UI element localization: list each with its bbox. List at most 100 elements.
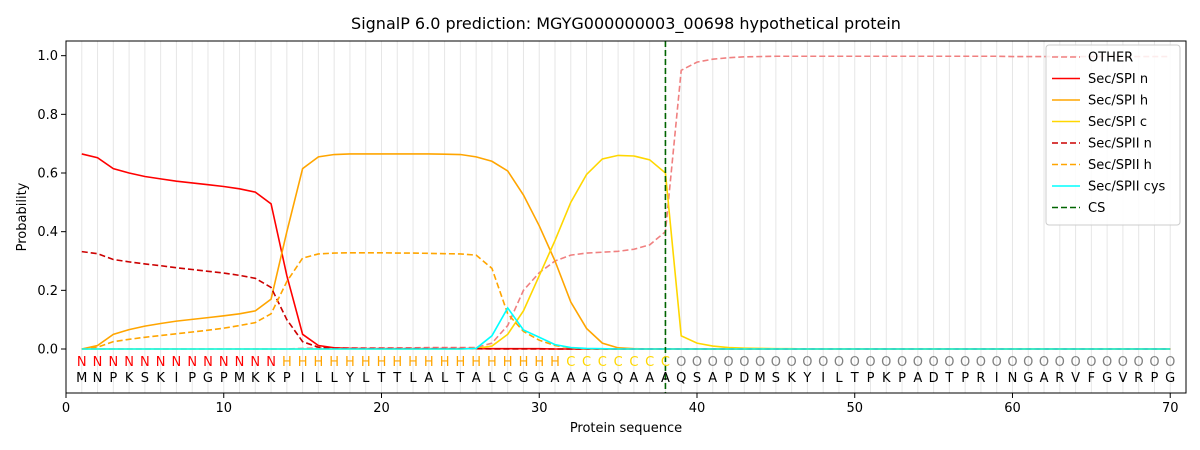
residue-letter: S: [693, 371, 701, 386]
region-label: O: [787, 355, 797, 370]
region-label: O: [708, 355, 718, 370]
region-label: O: [1023, 355, 1033, 370]
series-line-sec-spii-n: [81, 250, 1171, 350]
residue-letter: L: [362, 371, 370, 386]
region-label: O: [944, 355, 954, 370]
residue-letter: A: [629, 371, 638, 386]
region-label: O: [1165, 355, 1175, 370]
residue-letter: A: [551, 371, 560, 386]
residue-letter: Y: [345, 371, 354, 386]
region-label: H: [377, 355, 387, 370]
region-label: N: [140, 355, 150, 370]
residue-letter: P: [867, 371, 875, 386]
residue-letter: G: [1023, 371, 1033, 386]
residue-letter: P: [1151, 371, 1159, 386]
region-label: H: [329, 355, 339, 370]
region-label: H: [534, 355, 544, 370]
region-label: O: [960, 355, 970, 370]
legend-entry: Sec/SPII n: [1088, 137, 1152, 152]
x-tick-label: 50: [846, 401, 863, 416]
region-label: C: [582, 355, 591, 370]
region-label: O: [834, 355, 844, 370]
residue-letter: A: [582, 371, 591, 386]
region-label: O: [850, 355, 860, 370]
residue-letter: A: [661, 371, 670, 386]
region-label: H: [487, 355, 497, 370]
y-tick-label: 0.0: [37, 343, 58, 358]
grid-lines: [81, 41, 1171, 393]
residue-letter: P: [220, 371, 228, 386]
region-label: O: [692, 355, 702, 370]
residue-letter: I: [821, 371, 825, 386]
region-label: O: [1070, 355, 1080, 370]
residue-letter: L: [315, 371, 323, 386]
region-label: N: [187, 355, 197, 370]
series-line-sec-spii-h: [81, 251, 1171, 350]
region-label: O: [913, 355, 923, 370]
region-label: H: [455, 355, 465, 370]
residue-letter: Q: [613, 371, 623, 386]
residue-letter: T: [377, 371, 386, 386]
residue-letter: F: [1088, 371, 1095, 386]
region-label: H: [550, 355, 560, 370]
y-axis-ticks: 0.0 0.2 0.4 0.6 0.8 1.0: [37, 49, 66, 358]
residue-letter: G: [1102, 371, 1112, 386]
residue-letter: R: [1055, 371, 1064, 386]
residue-letter: K: [251, 371, 260, 386]
residue-letter: R: [1134, 371, 1143, 386]
x-axis-ticks: 0 10 20 30 40 50 60 70: [62, 393, 1178, 416]
region-label: C: [645, 355, 654, 370]
region-label: O: [1149, 355, 1159, 370]
y-tick-label: 1.0: [37, 49, 58, 64]
residue-letter: P: [109, 371, 117, 386]
region-label: H: [345, 355, 355, 370]
region-label: N: [250, 355, 260, 370]
region-label: O: [739, 355, 749, 370]
residue-letter: A: [645, 371, 654, 386]
residue-letter: A: [913, 371, 922, 386]
x-tick-label: 40: [689, 401, 706, 416]
residue-letter: M: [234, 371, 245, 386]
region-label: N: [108, 355, 118, 370]
region-label: H: [282, 355, 292, 370]
region-label: O: [976, 355, 986, 370]
residue-letter: K: [156, 371, 165, 386]
region-label: O: [897, 355, 907, 370]
region-label: O: [755, 355, 765, 370]
residue-letter: A: [566, 371, 575, 386]
residue-letter: A: [1040, 371, 1049, 386]
region-label: O: [1055, 355, 1065, 370]
residue-letter: A: [424, 371, 433, 386]
residue-letter: Y: [802, 371, 811, 386]
region-label: O: [1086, 355, 1096, 370]
x-tick-label: 30: [531, 401, 548, 416]
legend-entry: Sec/SPII cys: [1088, 180, 1166, 195]
residue-letter: M: [76, 371, 87, 386]
legend-entry: Sec/SPII h: [1088, 158, 1152, 173]
residue-letter: Q: [676, 371, 686, 386]
residue-letter: K: [882, 371, 891, 386]
region-label: N: [172, 355, 182, 370]
region-label: O: [1102, 355, 1112, 370]
region-label: N: [219, 355, 229, 370]
y-tick-label: 0.8: [37, 108, 58, 123]
x-axis-label: Protein sequence: [570, 421, 682, 436]
residue-letter: A: [708, 371, 717, 386]
x-tick-label: 60: [1004, 401, 1021, 416]
region-label: H: [471, 355, 481, 370]
residue-letter: V: [1071, 371, 1080, 386]
y-tick-label: 0.6: [37, 167, 58, 182]
residue-letter: K: [125, 371, 134, 386]
residue-letter: T: [944, 371, 953, 386]
residue-letter: I: [301, 371, 305, 386]
region-label: H: [408, 355, 418, 370]
region-label: C: [614, 355, 623, 370]
region-label: O: [818, 355, 828, 370]
region-label: O: [881, 355, 891, 370]
legend-entry: CS: [1088, 201, 1105, 216]
residue-letter: P: [725, 371, 733, 386]
region-label: O: [928, 355, 938, 370]
region-label: O: [865, 355, 875, 370]
y-axis-label: Probability: [15, 182, 30, 251]
